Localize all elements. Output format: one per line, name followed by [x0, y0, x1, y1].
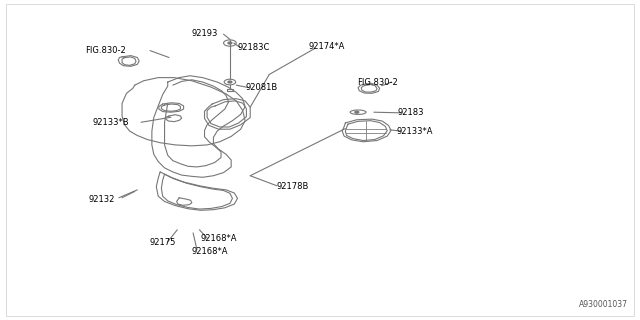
Text: A930001037: A930001037: [579, 300, 628, 309]
Text: 92081B: 92081B: [245, 83, 277, 92]
Text: FIG.830-2: FIG.830-2: [356, 77, 397, 86]
Text: 92183: 92183: [397, 108, 424, 117]
Text: 92133*A: 92133*A: [396, 127, 433, 136]
Text: 92168*A: 92168*A: [192, 247, 228, 256]
Text: 92132: 92132: [88, 195, 115, 204]
Text: 92133*B: 92133*B: [93, 118, 129, 127]
Circle shape: [228, 81, 232, 83]
Text: 92175: 92175: [150, 238, 177, 247]
Text: 92178B: 92178B: [277, 182, 309, 191]
Text: 92168*A: 92168*A: [201, 234, 237, 243]
Circle shape: [228, 42, 232, 44]
Text: FIG.830-2: FIG.830-2: [85, 46, 126, 55]
Text: 92183C: 92183C: [237, 43, 270, 52]
Circle shape: [355, 111, 358, 113]
Text: 92193: 92193: [192, 29, 218, 38]
Text: 92174*A: 92174*A: [308, 42, 345, 51]
